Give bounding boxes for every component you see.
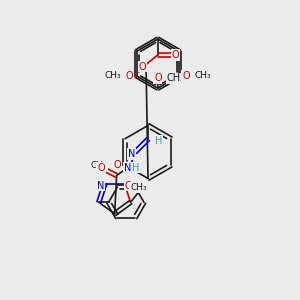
Text: O: O [138, 61, 146, 72]
Text: O: O [126, 71, 134, 81]
Text: O: O [97, 163, 105, 173]
Text: H: H [132, 163, 139, 173]
Text: CH₃: CH₃ [130, 183, 147, 192]
Text: CH₃: CH₃ [167, 74, 185, 83]
Text: H: H [155, 136, 162, 146]
Text: N: N [128, 149, 135, 159]
Text: O: O [113, 160, 121, 170]
Text: O: O [154, 74, 162, 83]
Text: N: N [124, 163, 131, 173]
Text: CH₃: CH₃ [195, 71, 212, 80]
Text: O: O [182, 71, 190, 81]
Text: N: N [97, 181, 105, 190]
Text: O: O [172, 50, 179, 60]
Text: CH₃: CH₃ [104, 71, 121, 80]
Text: O: O [124, 181, 132, 190]
Text: CH₃: CH₃ [91, 161, 107, 170]
